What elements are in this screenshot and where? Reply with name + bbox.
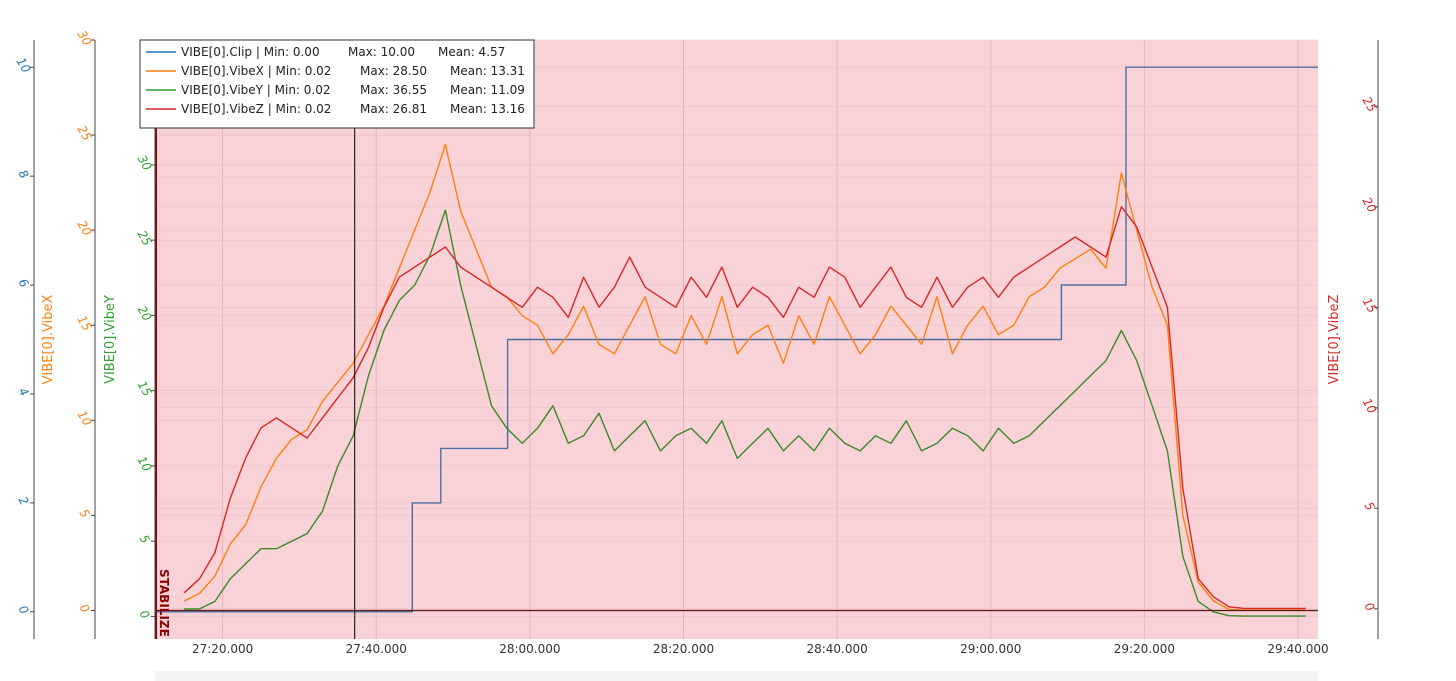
tick-label-clip: 4 xyxy=(15,385,31,399)
tick-label-vibez: 10 xyxy=(1360,396,1380,417)
series-vibe-0-clip xyxy=(155,66,1318,613)
legend-entry-name: VIBE[0].VibeY | Min: 0.02 xyxy=(181,83,331,97)
tick-label-vibex: 10 xyxy=(75,408,95,429)
legend-entry-max: Max: 10.00 xyxy=(348,45,415,59)
x-tick-label: 27:40.000 xyxy=(346,642,407,656)
legend-entry-name: VIBE[0].VibeZ | Min: 0.02 xyxy=(181,102,331,116)
tick-label-vibey: 15 xyxy=(135,379,155,399)
tick-label-clip: 0 xyxy=(15,603,31,617)
x-tick-label: 29:40.000 xyxy=(1267,642,1328,656)
x-tick-label: 29:00.000 xyxy=(960,642,1021,656)
x-tick-label: 28:40.000 xyxy=(806,642,867,656)
legend-entry-name: VIBE[0].Clip | Min: 0.00 xyxy=(181,45,320,59)
tick-label-vibex: 15 xyxy=(75,313,95,333)
tick-label-vibex: 20 xyxy=(75,218,95,239)
legend[interactable]: VIBE[0].Clip | Min: 0.00 Max: 10.00 Mean: … xyxy=(139,39,535,129)
tick-label-vibey: 30 xyxy=(135,153,155,174)
series-layer xyxy=(155,66,1318,617)
axis-title-vibez: VIBE[0].VibeZ xyxy=(1327,295,1342,385)
legend-entry-max: Max: 36.55 xyxy=(360,83,427,97)
tick-label-vibex: 0 xyxy=(76,602,92,616)
series-vibe-0-vibez xyxy=(183,206,1306,610)
legend-entry-mean: Mean: 13.16 xyxy=(450,102,525,116)
flight-mode-label: STABILIZE xyxy=(157,569,171,637)
legend-entry-mean: Mean: 11.09 xyxy=(450,83,525,97)
x-tick-label: 27:20.000 xyxy=(192,642,253,656)
legend-entry-mean: Mean: 13.31 xyxy=(450,64,525,78)
tick-label-vibex: 5 xyxy=(76,507,92,521)
series-vibe-0-vibex xyxy=(183,143,1306,611)
tick-label-vibey: 0 xyxy=(136,608,152,622)
tick-label-clip: 10 xyxy=(14,55,34,76)
tick-label-vibez: 15 xyxy=(1360,295,1380,315)
x-tick-label: 28:00.000 xyxy=(499,642,560,656)
flight-mode-bar xyxy=(155,40,157,639)
tick-label-clip: 8 xyxy=(15,167,31,181)
legend-entry-max: Max: 28.50 xyxy=(360,64,427,78)
tick-label-vibey: 25 xyxy=(135,228,155,248)
legend-box xyxy=(139,39,535,129)
axis-title-vibey: VIBE[0].VibeY xyxy=(103,295,118,384)
tick-label-clip: 2 xyxy=(15,494,31,508)
legend-entry-name: VIBE[0].VibeX | Min: 0.02 xyxy=(181,64,331,78)
tick-label-vibez: 25 xyxy=(1360,94,1380,114)
tick-label-vibex: 25 xyxy=(75,123,95,143)
tick-label-vibez: 20 xyxy=(1360,195,1380,216)
tick-label-vibey: 5 xyxy=(136,532,152,546)
series-vibe-0-vibey xyxy=(184,209,1306,617)
x-axis: 27:20.000 27:40.000 28:00.000 28:20.000 28:4… xyxy=(192,642,1329,656)
tick-label-clip: 6 xyxy=(15,276,31,290)
x-tick-label: 29:20.000 xyxy=(1114,642,1175,656)
tick-label-vibex: 30 xyxy=(75,28,95,49)
range-slider[interactable] xyxy=(155,671,1318,681)
tick-label-vibez: 0 xyxy=(1361,600,1377,614)
legend-entry-max: Max: 26.81 xyxy=(360,102,427,116)
axis-title-vibex: VIBE[0].VibeX xyxy=(41,295,56,385)
tick-label-vibey: 10 xyxy=(135,454,155,475)
tick-label-vibez: 5 xyxy=(1361,500,1377,514)
legend-entry-mean: Mean: 4.57 xyxy=(438,45,505,59)
x-tick-label: 28:20.000 xyxy=(653,642,714,656)
tick-label-vibey: 20 xyxy=(135,303,155,324)
